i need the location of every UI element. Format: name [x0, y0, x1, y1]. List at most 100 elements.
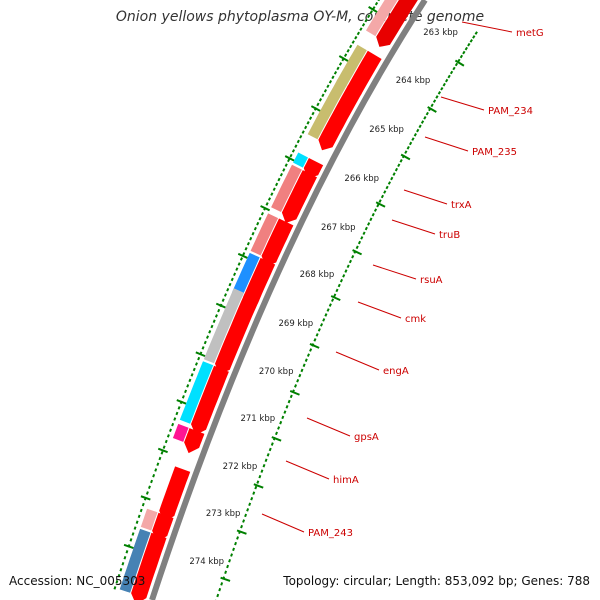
- minor-tick: [449, 70, 454, 75]
- major-tick: [330, 295, 341, 302]
- major-tick: [352, 249, 363, 256]
- minor-tick: [359, 27, 363, 31]
- minor-tick: [242, 252, 246, 256]
- minor-tick: [342, 274, 346, 278]
- minor-tick: [351, 254, 355, 259]
- minor-tick: [351, 40, 355, 44]
- minor-tick: [239, 257, 243, 261]
- minor-tick: [139, 508, 143, 513]
- gene-label: PAM_235: [472, 147, 517, 158]
- minor-tick: [220, 582, 224, 586]
- minor-tick: [265, 202, 269, 206]
- minor-tick: [369, 217, 373, 222]
- minor-tick: [117, 574, 121, 578]
- minor-tick: [268, 447, 272, 452]
- minor-tick: [364, 18, 368, 23]
- minor-tick: [299, 134, 303, 139]
- minor-tick: [164, 439, 168, 444]
- minor-tick: [418, 124, 422, 129]
- minor-tick: [335, 288, 339, 293]
- minor-tick: [341, 57, 345, 62]
- minor-tick: [197, 356, 201, 361]
- minor-tick: [331, 75, 335, 80]
- minor-tick: [291, 389, 295, 393]
- minor-tick: [240, 524, 244, 529]
- minor-tick: [277, 177, 281, 182]
- minor-tick: [383, 190, 387, 194]
- minor-tick: [226, 564, 230, 569]
- minor-tick: [137, 514, 141, 519]
- minor-tick: [214, 314, 218, 318]
- minor-tick: [337, 283, 341, 288]
- minor-tick: [194, 362, 198, 366]
- cog-feature: [307, 79, 348, 140]
- minor-tick: [279, 172, 283, 177]
- minor-tick: [355, 245, 359, 250]
- cds-forward: [376, 0, 418, 47]
- minor-tick: [125, 550, 129, 554]
- minor-tick: [254, 485, 258, 490]
- minor-tick: [175, 411, 179, 416]
- minor-tick: [289, 394, 293, 399]
- minor-tick: [221, 298, 225, 302]
- minor-tick: [162, 445, 166, 449]
- gene-leader-line: [357, 301, 402, 319]
- minor-tick: [376, 203, 380, 208]
- minor-tick: [177, 406, 181, 410]
- minor-tick: [361, 23, 366, 27]
- minor-tick: [301, 130, 305, 134]
- minor-tick: [437, 91, 441, 95]
- minor-tick: [306, 121, 310, 125]
- minor-tick: [188, 378, 192, 383]
- cog-feature: [140, 508, 158, 531]
- minor-tick: [326, 308, 330, 312]
- minor-tick: [459, 54, 464, 59]
- gene-leader-line: [285, 460, 330, 480]
- minor-tick: [357, 240, 362, 245]
- gene-leader-line: [372, 264, 417, 280]
- minor-tick: [464, 46, 468, 51]
- minor-tick: [311, 111, 315, 116]
- minor-tick: [234, 541, 237, 546]
- cog-feature: [179, 361, 214, 424]
- minor-tick: [346, 264, 350, 269]
- major-tick: [176, 399, 187, 405]
- minor-tick: [339, 278, 343, 283]
- minor-tick: [440, 86, 444, 91]
- scale-label: 263 kbp: [423, 28, 458, 38]
- cds-forward: [318, 85, 362, 151]
- minor-tick: [349, 44, 353, 49]
- minor-tick: [420, 120, 425, 124]
- minor-tick: [469, 39, 473, 43]
- minor-tick: [171, 422, 175, 427]
- minor-tick: [230, 277, 234, 282]
- minor-tick: [416, 128, 420, 133]
- minor-tick: [372, 6, 376, 10]
- minor-tick: [362, 231, 366, 236]
- minor-tick: [275, 182, 279, 187]
- minor-tick: [282, 168, 286, 172]
- minor-tick: [253, 226, 257, 231]
- major-tick: [271, 436, 282, 442]
- minor-tick: [244, 513, 248, 518]
- minor-tick: [123, 556, 127, 560]
- scale-label: 272 kbp: [223, 462, 258, 472]
- major-tick: [157, 447, 168, 454]
- minor-tick: [344, 269, 348, 273]
- minor-tick: [184, 389, 188, 394]
- minor-tick: [287, 399, 291, 404]
- minor-tick: [228, 282, 232, 287]
- major-tick: [310, 105, 321, 112]
- minor-tick: [115, 580, 119, 584]
- cds-forward: [152, 512, 174, 542]
- cds-forward: [281, 170, 317, 223]
- minor-tick: [367, 222, 371, 226]
- minor-tick: [248, 502, 252, 507]
- minor-tick: [296, 139, 300, 144]
- minor-tick: [318, 98, 323, 102]
- gene-label: trxA: [451, 200, 472, 211]
- major-tick: [215, 302, 226, 309]
- minor-tick: [324, 313, 328, 317]
- minor-tick: [218, 587, 222, 592]
- minor-tick: [294, 384, 298, 388]
